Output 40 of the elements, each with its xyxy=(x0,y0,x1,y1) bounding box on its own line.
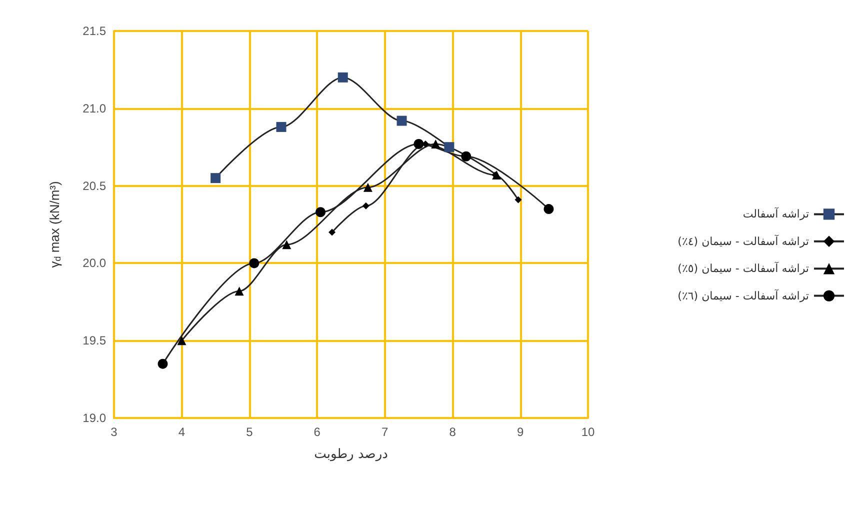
point xyxy=(461,151,472,162)
point xyxy=(234,286,244,296)
legend-label: تراشه آسفالت - سیمان (٤٪) xyxy=(678,234,809,248)
legend-label: تراشه آسفالت - سیمان (٥٪) xyxy=(678,261,809,276)
x-tick-label: 6 xyxy=(314,425,321,439)
point xyxy=(414,139,424,149)
point xyxy=(282,240,292,250)
x-tick-label: 5 xyxy=(246,425,254,439)
y-axis-title: γd max (kN/m³) xyxy=(47,181,62,268)
legend-label: تراشه آسفالت - سیمان (٦٪) xyxy=(678,288,809,302)
point xyxy=(444,142,454,152)
y-tick-label: 21.0 xyxy=(82,101,106,116)
point xyxy=(177,336,186,346)
x-tick-label: 7 xyxy=(382,425,389,439)
x-tick-label: 10 xyxy=(581,425,595,439)
y-tick-label: 19.5 xyxy=(82,334,106,348)
point xyxy=(328,228,336,236)
y-tick-label: 20.5 xyxy=(82,178,106,193)
point xyxy=(276,122,286,132)
y-tick-label: 21.5 xyxy=(82,24,106,38)
y-tick-label: 20.0 xyxy=(82,256,106,270)
x-tick-label: 3 xyxy=(110,425,118,439)
point xyxy=(362,202,370,210)
point xyxy=(363,182,372,192)
point xyxy=(492,170,502,180)
point xyxy=(316,207,326,218)
point xyxy=(514,196,522,204)
x-axis-title: درصد رطوبت xyxy=(314,447,388,462)
point xyxy=(396,116,407,126)
point xyxy=(544,204,554,214)
point xyxy=(210,173,221,184)
point xyxy=(338,72,348,82)
legend-label: تراشه آسفالت xyxy=(742,206,809,221)
x-tick-label: 8 xyxy=(449,425,456,439)
x-tick-label: 4 xyxy=(178,425,186,439)
x-tick-label: 9 xyxy=(516,425,524,439)
point xyxy=(158,358,168,369)
point xyxy=(431,140,440,149)
point xyxy=(249,258,260,268)
y-tick-label: 19.0 xyxy=(82,411,106,425)
